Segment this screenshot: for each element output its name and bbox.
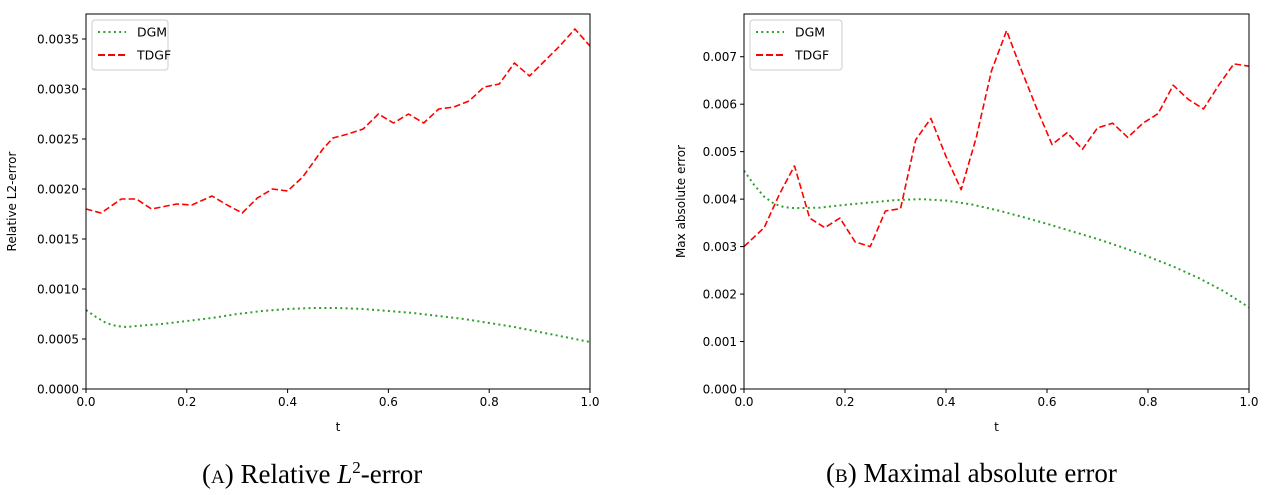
- chart-b-xtick-label: 0.6: [1037, 395, 1056, 409]
- chart-a-ytick-label: 0.0035: [37, 32, 79, 46]
- chart-a-legend: DGM TDGF: [91, 19, 171, 71]
- chart-b-series: [743, 29, 1250, 309]
- chart-a-legend-tdgf-label: TDGF: [136, 48, 171, 63]
- chart-a-ylabel: Relative L2-error: [5, 151, 19, 251]
- chart-b-xlabel: t: [994, 420, 999, 434]
- chart-b-series-tdgf: [743, 29, 1250, 248]
- caption-a-close: ): [224, 459, 234, 489]
- chart-a-xtick-label: 0.4: [278, 395, 297, 409]
- chart-b: 0.0 0.2 0.4 0.6 0.8 1.0 0.000 0.001 0.002 0.003 0.…: [674, 13, 1259, 434]
- chart-b-ytick-label: 0.003: [703, 240, 737, 254]
- chart-b-ytick-label: 0.002: [703, 287, 737, 301]
- chart-b-ytick-label: 0.000: [703, 382, 737, 396]
- chart-b-legend: DGM TDGF: [749, 19, 843, 71]
- chart-b-legend-tdgf-label: TDGF: [794, 48, 829, 63]
- chart-b-ytick-label: 0.005: [703, 145, 737, 159]
- chart-a-xtick-label: 0.8: [480, 395, 499, 409]
- caption-b-close: ): [847, 458, 857, 488]
- chart-a-ytick-label: 0.0010: [37, 282, 79, 296]
- caption-a: (A) Relative L2-error: [202, 458, 422, 490]
- chart-a-xlabel: t: [336, 420, 341, 434]
- caption-a-text: Relative: [240, 459, 338, 489]
- caption-b: (B) Maximal absolute error: [826, 458, 1117, 489]
- chart-a-frame: [85, 13, 591, 390]
- chart-a-ytick-label: 0.0030: [37, 82, 79, 96]
- chart-a-ticks: 0.0 0.2 0.4 0.6 0.8 1.0 0.0000 0.0005 0.0010 0.00…: [37, 32, 600, 409]
- chart-a: 0.0 0.2 0.4 0.6 0.8 1.0 0.0000 0.0005 0.0010 0.00…: [5, 13, 600, 434]
- chart-b-xtick-label: 0.8: [1138, 395, 1157, 409]
- chart-b-frame: [743, 13, 1250, 390]
- caption-a-text-after: -error: [360, 459, 423, 489]
- chart-b-ytick-label: 0.007: [703, 50, 737, 64]
- chart-b-ylabel: Max absolute error: [674, 145, 688, 258]
- chart-a-ytick-label: 0.0020: [37, 182, 79, 196]
- chart-a-series-dgm: [85, 307, 591, 343]
- caption-a-open: (: [202, 459, 211, 489]
- chart-a-xtick-label: 0.0: [76, 395, 95, 409]
- chart-b-xtick-label: 0.0: [734, 395, 753, 409]
- chart-a-xtick-label: 1.0: [580, 395, 599, 409]
- caption-a-letter: A: [211, 467, 225, 488]
- chart-b-ytick-label: 0.004: [703, 192, 737, 206]
- chart-a-ytick-label: 0.0000: [37, 382, 79, 396]
- chart-b-xtick-label: 1.0: [1239, 395, 1258, 409]
- caption-a-sup: 2: [352, 458, 361, 477]
- chart-a-legend-dgm-label: DGM: [137, 25, 167, 40]
- chart-b-series-dgm: [743, 170, 1250, 309]
- chart-b-ytick-label: 0.001: [703, 335, 737, 349]
- chart-a-series: [85, 28, 591, 343]
- chart-a-xtick-label: 0.2: [177, 395, 196, 409]
- chart-a-ytick-label: 0.0025: [37, 132, 79, 146]
- chart-b-xtick-label: 0.4: [936, 395, 955, 409]
- chart-b-plot-area: [744, 14, 1249, 389]
- chart-a-series-tdgf: [85, 28, 591, 214]
- chart-a-ytick-label: 0.0015: [37, 232, 79, 246]
- chart-b-ytick-label: 0.006: [703, 97, 737, 111]
- chart-a-xtick-label: 0.6: [379, 395, 398, 409]
- chart-b-xtick-label: 0.2: [835, 395, 854, 409]
- caption-b-letter: B: [835, 466, 848, 487]
- caption-b-text: Maximal absolute error: [863, 458, 1117, 488]
- caption-a-math: L: [337, 459, 353, 489]
- chart-a-plot-area: [86, 14, 590, 389]
- chart-a-legend-box: [91, 19, 169, 71]
- chart-b-ticks: 0.0 0.2 0.4 0.6 0.8 1.0 0.000 0.001 0.002 0.003 0.…: [703, 50, 1259, 409]
- chart-b-legend-dgm-label: DGM: [795, 25, 825, 40]
- chart-a-ytick-label: 0.0005: [37, 332, 79, 346]
- caption-b-open: (: [826, 458, 835, 488]
